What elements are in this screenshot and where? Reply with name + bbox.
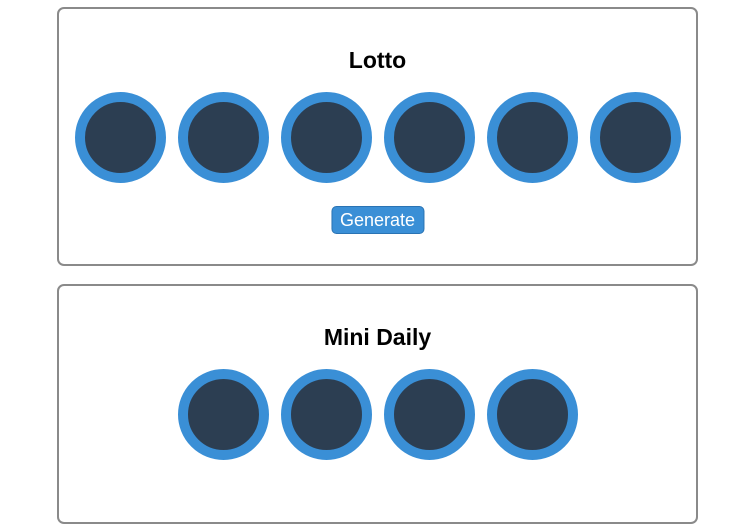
- lotto-balls: [59, 92, 696, 183]
- lotto-ball-4: [383, 92, 475, 183]
- mini-daily-ball-4: [486, 369, 578, 460]
- lotto-ball-1: [74, 92, 166, 183]
- lotto-title: Lotto: [348, 47, 407, 73]
- mini-daily-card: Mini Daily: [57, 284, 698, 524]
- lotto-card: Lotto Generate: [57, 7, 698, 266]
- mini-daily-ball-2: [280, 369, 372, 460]
- lotto-ball-3: [280, 92, 372, 183]
- lotto-ball-6: [589, 92, 681, 183]
- mini-daily-ball-3: [383, 369, 475, 460]
- lotto-ball-5: [486, 92, 578, 183]
- lotto-ball-2: [177, 92, 269, 183]
- mini-daily-balls: [59, 369, 696, 460]
- mini-daily-ball-1: [177, 369, 269, 460]
- mini-daily-title: Mini Daily: [323, 324, 432, 350]
- generate-button[interactable]: Generate: [330, 206, 425, 234]
